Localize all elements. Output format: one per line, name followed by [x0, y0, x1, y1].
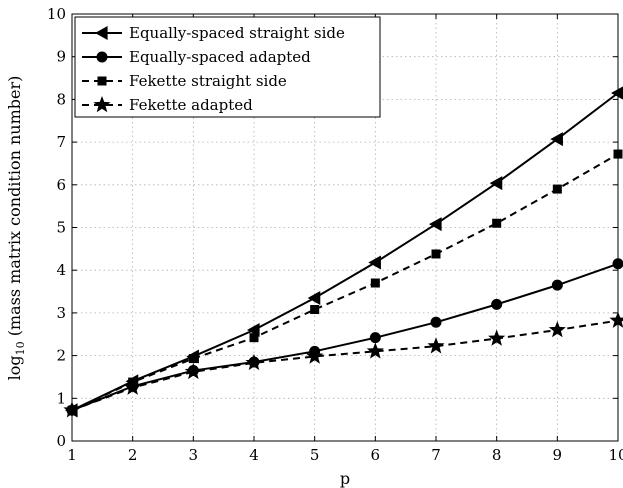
series-3-point-2 — [184, 362, 202, 380]
series-line-3 — [71, 319, 619, 412]
series-0-point-5 — [368, 255, 381, 270]
series-0-point-9 — [611, 86, 623, 100]
series-3-point-3 — [245, 353, 263, 371]
series-3-point-8 — [548, 320, 566, 338]
y-tick-label-3: 3 — [56, 304, 66, 322]
x-tick-label-10: 10 — [608, 446, 623, 464]
series-0-point-4 — [307, 290, 321, 305]
x-tick-label-1: 1 — [67, 446, 77, 464]
series-3-point-6 — [427, 337, 445, 354]
series-3-point-7 — [488, 329, 506, 346]
y-axis-label: log10 (mass matrix condition number) — [5, 76, 27, 381]
series-0-point-6 — [429, 217, 442, 232]
y-axis-label-subscript: 10 — [14, 341, 27, 355]
x-tick-label-8: 8 — [492, 446, 502, 464]
x-tick-label-3: 3 — [189, 446, 199, 464]
x-tick-label-9: 9 — [553, 446, 563, 464]
series-2-point-7 — [492, 218, 502, 228]
legend-marker-0 — [95, 26, 108, 40]
tick-marks — [71, 13, 619, 442]
series-2-point-5 — [370, 278, 380, 288]
legend-items: Equally-spaced straight side Equally-spac… — [82, 24, 345, 114]
y-axis-label-rest: (mass matrix condition number) — [5, 76, 24, 342]
legend-item-3: Fekette adapted — [82, 96, 253, 114]
series-2-point-2 — [188, 354, 198, 364]
x-tick-label-4: 4 — [249, 446, 259, 464]
series-1-point-6 — [430, 316, 442, 328]
series-3-point-4 — [306, 347, 324, 364]
y-tick-label-1: 1 — [56, 389, 66, 407]
y-tick-label-7: 7 — [56, 133, 66, 151]
series-1-point-7 — [491, 298, 503, 310]
series-0-point-7 — [489, 176, 503, 191]
x-tick-label-2: 2 — [128, 446, 138, 464]
legend-marker-1 — [96, 51, 108, 63]
legend-label-3: Fekette adapted — [129, 96, 253, 114]
legend-item-1: Equally-spaced adapted — [82, 48, 311, 66]
series-line-1 — [71, 262, 619, 412]
legend: Equally-spaced straight side Equally-spac… — [74, 16, 381, 118]
series-2-point-8 — [552, 184, 562, 194]
y-tick-labels: 0 1 2 3 4 5 6 7 8 9 10 — [47, 5, 66, 450]
series-0-point-8 — [550, 132, 563, 147]
x-tick-labels: 1 2 3 4 5 6 7 8 9 10 — [67, 446, 623, 464]
series-2-point-6 — [431, 249, 441, 259]
y-tick-label-9: 9 — [56, 48, 66, 66]
series-2-point-4 — [310, 304, 320, 314]
series-1-point-5 — [369, 332, 381, 344]
series-line-0 — [71, 92, 619, 412]
x-tick-label-6: 6 — [371, 446, 381, 464]
legend-item-2: Fekette straight side — [82, 72, 287, 90]
y-tick-label-0: 0 — [56, 432, 66, 450]
y-tick-label-4: 4 — [56, 261, 66, 279]
legend-item-0: Equally-spaced straight side — [82, 24, 345, 42]
series-3-point-5 — [366, 342, 384, 359]
series-1-point-8 — [551, 279, 563, 291]
legend-marker-2 — [97, 76, 107, 86]
legend-label-1: Equally-spaced adapted — [129, 48, 311, 66]
y-tick-label-8: 8 — [56, 90, 66, 108]
legend-label-2: Fekette straight side — [129, 72, 287, 90]
y-tick-label-2: 2 — [56, 347, 66, 365]
series-2-point-3 — [249, 333, 259, 343]
y-tick-label-6: 6 — [56, 176, 66, 194]
x-tick-label-7: 7 — [431, 446, 441, 464]
series-line-2 — [71, 153, 619, 412]
x-axis-label: p — [340, 469, 350, 488]
legend-box — [74, 16, 381, 118]
x-tick-label-5: 5 — [310, 446, 320, 464]
y-tick-label-10: 10 — [47, 5, 66, 23]
series-3-point-9 — [609, 311, 623, 328]
legend-marker-3 — [93, 96, 111, 113]
y-tick-label-5: 5 — [56, 219, 66, 237]
y-axis-label-log: log — [5, 355, 24, 380]
series-3-point-1 — [124, 378, 142, 395]
legend-label-0: Equally-spaced straight side — [129, 24, 345, 42]
